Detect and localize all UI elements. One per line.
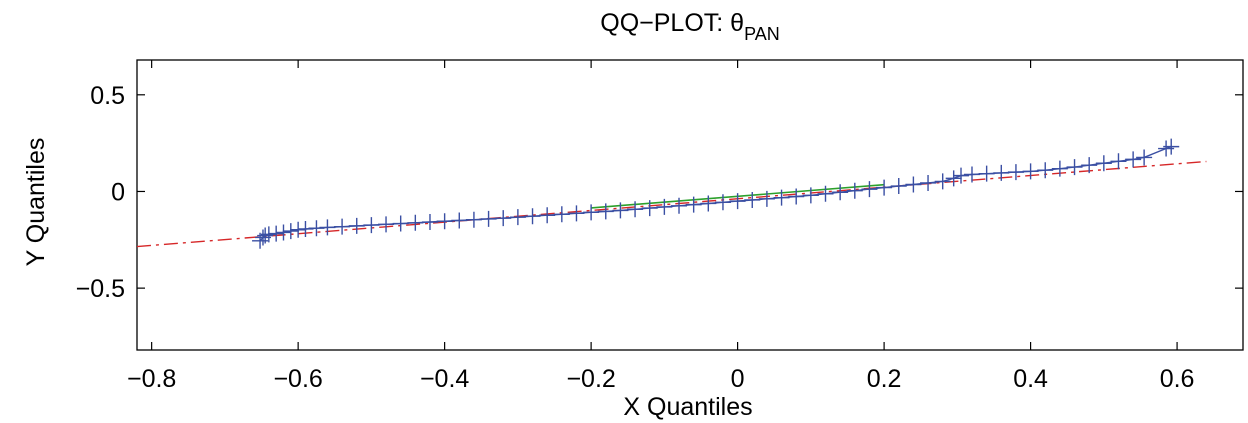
- data-point: [308, 220, 325, 237]
- data-point: [268, 225, 285, 242]
- data-point: [1051, 160, 1068, 177]
- data-point: [524, 208, 541, 225]
- data-point: [832, 184, 849, 201]
- data-point: [714, 194, 731, 211]
- data-point: [963, 166, 980, 183]
- data-point: [495, 210, 512, 227]
- data-point: [612, 202, 629, 219]
- y-axis-label: Y Quantiles: [22, 138, 50, 267]
- data-point: [1081, 157, 1098, 174]
- data-point: [348, 217, 365, 234]
- x-tick-label: 0.6: [1160, 365, 1195, 393]
- data-point: [509, 209, 526, 226]
- data-point: [539, 207, 556, 224]
- data-point: [978, 165, 995, 182]
- data-point: [583, 204, 600, 221]
- data-point: [953, 167, 970, 184]
- data-point: [378, 216, 395, 233]
- data-point: [685, 196, 702, 213]
- data-point: [436, 213, 453, 230]
- chart-title: QQ−PLOT: θPAN: [600, 9, 780, 44]
- data-point: [480, 210, 497, 227]
- reference-line: [136, 160, 1207, 248]
- data-point: [846, 182, 863, 199]
- x-tick-label: −0.4: [420, 365, 469, 393]
- data-point: [758, 190, 775, 207]
- plot-frame: [136, 59, 1244, 351]
- data-point: [319, 219, 336, 236]
- data-point: [1163, 138, 1180, 155]
- data-point: [1007, 164, 1024, 181]
- data-point: [641, 200, 658, 217]
- data-point: [802, 187, 819, 204]
- plot-area: −0.8 −0.6 −0.4 −0.2 0 0.2 0.4 0.6 −0.5 0 0.5: [76, 59, 1244, 393]
- chart-title-subscript: PAN: [744, 24, 780, 44]
- x-axis-label: X Quantiles: [623, 393, 752, 421]
- data-point: [363, 217, 380, 234]
- y-tick-label: −0.5: [76, 275, 125, 303]
- data-point: [945, 170, 962, 187]
- data-point: [451, 212, 468, 229]
- data-point: [934, 173, 951, 190]
- x-tick-label: 0: [731, 365, 745, 393]
- data-point: [905, 176, 922, 193]
- data-point: [334, 218, 351, 235]
- data-point: [817, 185, 834, 202]
- data-point: [920, 174, 937, 191]
- data-point: [392, 215, 409, 232]
- data-point: [861, 181, 878, 198]
- data-point: [407, 214, 424, 231]
- data-point: [282, 223, 299, 240]
- data-point: [1110, 153, 1127, 170]
- data-point: [627, 201, 644, 218]
- data-point: [656, 198, 673, 215]
- data-point: [1136, 149, 1153, 166]
- data-point: [465, 211, 482, 228]
- data-point: [597, 203, 614, 220]
- data-point: [257, 227, 274, 244]
- x-tick-label: 0.4: [1013, 365, 1048, 393]
- data-point: [876, 179, 893, 196]
- series-line: [259, 145, 1172, 242]
- data-point: [729, 193, 746, 210]
- data-point: [421, 214, 438, 231]
- x-tick-label: −0.8: [127, 365, 176, 393]
- data-point: [1095, 155, 1112, 172]
- data-point: [744, 191, 761, 208]
- x-tick-label: −0.2: [566, 365, 615, 393]
- data-point: [773, 189, 790, 206]
- data-point: [671, 197, 688, 214]
- x-tick-label: 0.2: [867, 365, 902, 393]
- data-point: [788, 188, 805, 205]
- data-point: [260, 226, 277, 243]
- data-point: [1066, 159, 1083, 176]
- y-tick-label: 0.5: [90, 82, 125, 110]
- y-tick-label: 0: [111, 178, 125, 206]
- chart-title-main: QQ−PLOT: θ: [600, 9, 744, 37]
- data-point: [275, 224, 292, 241]
- data-point: [1125, 151, 1142, 168]
- data-point: [1037, 162, 1054, 179]
- data-point: [890, 178, 907, 195]
- x-tick-label: −0.6: [273, 365, 322, 393]
- data-point: [553, 206, 570, 223]
- data-point: [700, 195, 717, 212]
- data-point: [297, 220, 314, 237]
- data-point: [1022, 163, 1039, 180]
- data-point: [993, 164, 1010, 181]
- data-point: [568, 205, 585, 222]
- data-point: [290, 221, 307, 238]
